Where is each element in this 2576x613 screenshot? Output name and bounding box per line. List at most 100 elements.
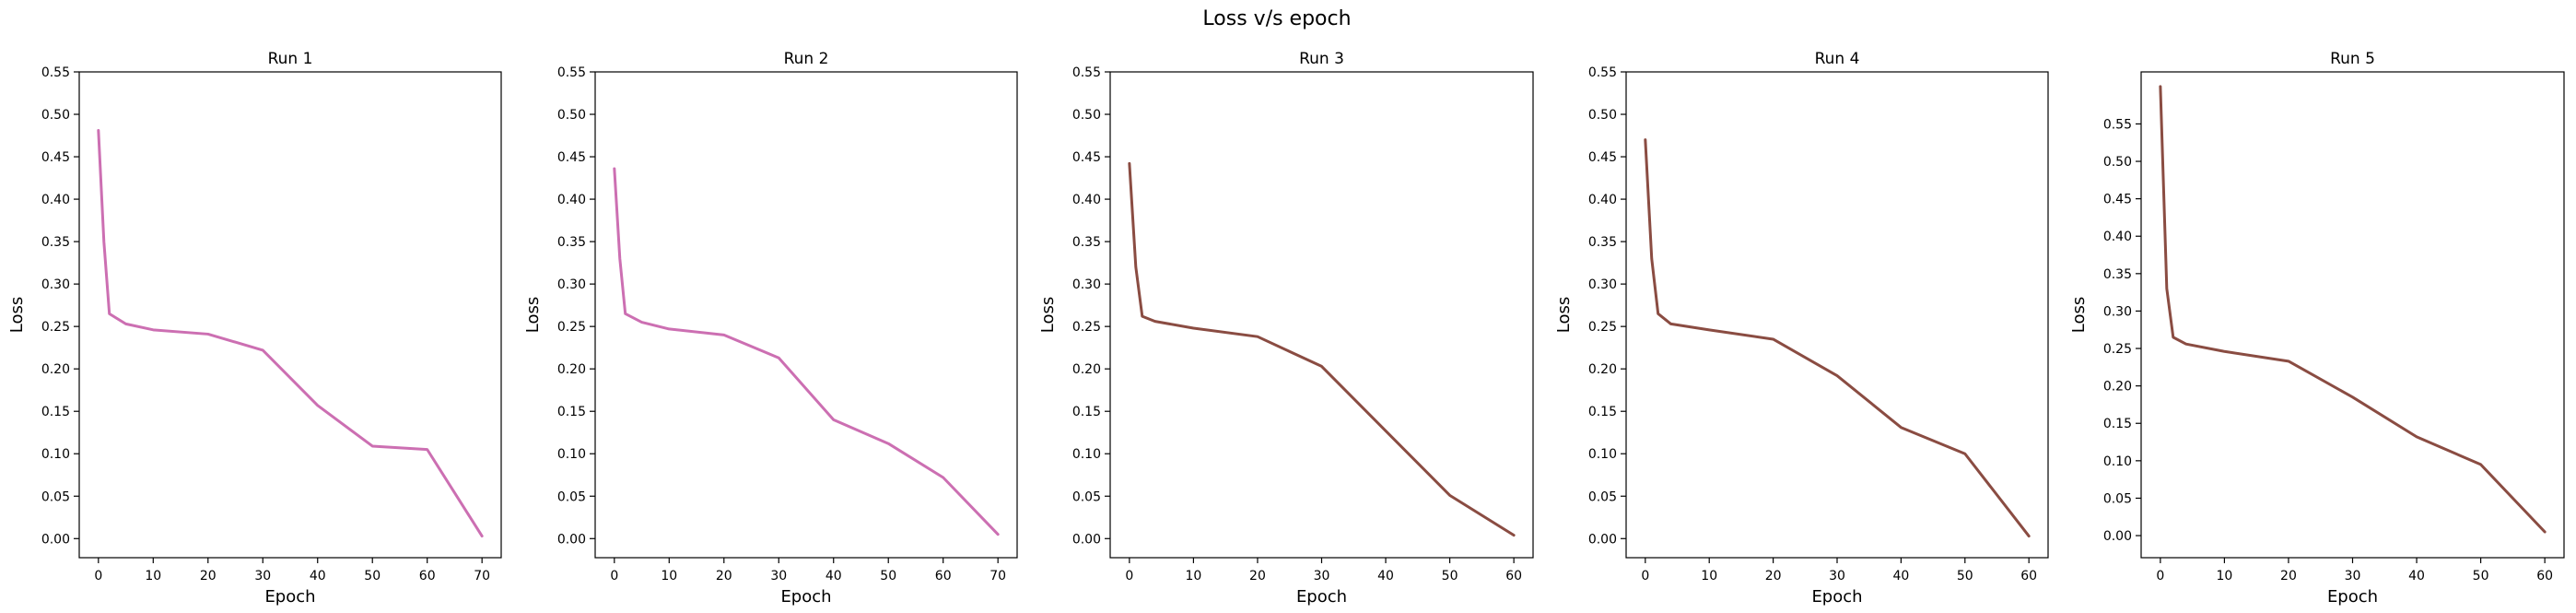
y-tick-label: 0.25: [41, 320, 70, 335]
y-tick-label: 0.20: [41, 362, 70, 377]
loss-series-line: [1128, 161, 1516, 537]
x-tick-label: 10: [661, 569, 677, 584]
x-tick-label: 0: [1125, 569, 1133, 584]
x-tick-label: 20: [716, 569, 732, 584]
x-tick-label: 60: [935, 569, 952, 584]
loss-series-line: [613, 167, 1000, 536]
loss-series-line: [97, 129, 484, 538]
x-tick-label: 30: [2345, 569, 2361, 584]
y-axis-label: Loss: [1554, 297, 1574, 333]
y-tick-label: 0.00: [41, 532, 70, 547]
y-tick-label: 0.25: [1072, 320, 1101, 335]
x-tick-label: 30: [1829, 569, 1845, 584]
panel-title: Run 1: [268, 50, 313, 68]
panels: Run 1 0 10 20 30 40 50 60 70 0.00 0.05 0.10 0.15 0.20…: [7, 50, 2565, 607]
x-tick-label: 60: [2536, 569, 2553, 584]
y-tick-label: 0.20: [1588, 362, 1617, 377]
y-tick-label: 0.55: [1072, 65, 1101, 80]
x-tick-label: 0: [94, 569, 102, 584]
x-axis-label: Epoch: [1296, 587, 1347, 607]
panel-run-1: Run 1 0 10 20 30 40 50 60 70 0.00 0.05 0.10 0.15 0.20…: [7, 50, 502, 607]
x-tick-label: 10: [1185, 569, 1201, 584]
y-axis-label: Loss: [2069, 297, 2089, 333]
y-tick-label: 0.05: [2103, 491, 2132, 506]
x-tick-label: 70: [474, 569, 490, 584]
y-tick-label: 0.30: [1072, 277, 1101, 292]
y-tick-label: 0.20: [1072, 362, 1101, 377]
figure-title: Loss v/s epoch: [1202, 7, 1351, 30]
y-tick-label: 0.15: [557, 405, 586, 419]
y-tick-label: 0.05: [557, 489, 586, 504]
y-tick-label: 0.35: [1588, 235, 1617, 250]
x-tick-label: 0: [1641, 569, 1649, 584]
y-tick-label: 0.10: [2103, 454, 2132, 469]
x-tick-label: 50: [1957, 569, 1973, 584]
y-tick-label: 0.05: [41, 489, 70, 504]
y-tick-label: 0.15: [2103, 417, 2132, 431]
y-tick-label: 0.25: [557, 320, 586, 335]
x-tick-label: 60: [2020, 569, 2037, 584]
x-axis-label: Epoch: [780, 587, 831, 607]
y-tick-label: 0.40: [557, 193, 586, 207]
x-tick-label: 60: [419, 569, 436, 584]
y-tick-label: 0.45: [557, 150, 586, 165]
y-tick-label: 0.15: [41, 405, 70, 419]
y-tick-label: 0.35: [41, 235, 70, 250]
y-tick-label: 0.05: [1072, 489, 1101, 504]
y-tick-label: 0.00: [2103, 529, 2132, 544]
x-tick-label: 20: [2280, 569, 2297, 584]
y-tick-label: 0.10: [557, 447, 586, 462]
y-tick-label: 0.05: [1588, 489, 1617, 504]
panel-run-3: Run 3 0 10 20 30 40 50 60 0.00 0.05 0.10 0.15 0.20 0.…: [1038, 50, 1534, 607]
y-tick-label: 0.55: [41, 65, 70, 80]
y-axis-label: Loss: [7, 297, 27, 333]
x-tick-label: 20: [200, 569, 217, 584]
y-tick-label: 0.55: [2103, 117, 2132, 132]
x-tick-label: 0: [610, 569, 618, 584]
x-tick-label: 30: [254, 569, 271, 584]
x-tick-label: 40: [825, 569, 842, 584]
x-tick-label: 40: [2408, 569, 2425, 584]
panel-title: Run 2: [784, 50, 829, 68]
y-tick-label: 0.45: [2103, 193, 2132, 207]
y-tick-label: 0.55: [1588, 65, 1617, 80]
plot-frame: [594, 71, 1018, 559]
x-tick-label: 50: [880, 569, 896, 584]
x-tick-label: 50: [2473, 569, 2489, 584]
y-tick-label: 0.10: [1588, 447, 1617, 462]
y-tick-label: 0.55: [557, 65, 586, 80]
y-tick-label: 0.25: [1588, 320, 1617, 335]
y-axis-label: Loss: [523, 297, 543, 333]
y-tick-label: 0.35: [2103, 267, 2132, 282]
y-tick-label: 0.00: [1072, 532, 1101, 547]
y-tick-label: 0.10: [1072, 447, 1101, 462]
y-tick-label: 0.15: [1588, 405, 1617, 419]
y-tick-label: 0.50: [1588, 108, 1617, 123]
y-tick-label: 0.10: [41, 447, 70, 462]
x-tick-label: 40: [310, 569, 326, 584]
x-tick-label: 20: [1765, 569, 1782, 584]
y-tick-label: 0.50: [1072, 108, 1101, 123]
y-tick-label: 0.35: [557, 235, 586, 250]
x-tick-label: 40: [1892, 569, 1909, 584]
y-tick-label: 0.20: [2103, 380, 2132, 395]
y-tick-label: 0.40: [1588, 193, 1617, 207]
x-axis-label: Epoch: [2327, 587, 2378, 607]
x-tick-label: 60: [1505, 569, 1522, 584]
plot-frame: [1625, 71, 2049, 559]
y-tick-label: 0.45: [41, 150, 70, 165]
panel-run-5: Run 5 0 10 20 30 40 50 60 0.00 0.05 0.10 0.15 0.20 0.…: [2069, 50, 2565, 607]
x-tick-label: 0: [2156, 569, 2164, 584]
x-tick-label: 50: [364, 569, 381, 584]
x-tick-label: 10: [145, 569, 161, 584]
panel-run-4: Run 4 0 10 20 30 40 50 60 0.00 0.05 0.10 0.15 0.20 0.…: [1554, 50, 2049, 607]
y-tick-label: 0.20: [557, 362, 586, 377]
x-tick-label: 40: [1377, 569, 1394, 584]
loss-series-line: [1644, 138, 2031, 538]
y-tick-label: 0.30: [2103, 304, 2132, 319]
y-tick-label: 0.35: [1072, 235, 1101, 250]
x-tick-label: 10: [2216, 569, 2232, 584]
y-tick-label: 0.50: [41, 108, 70, 123]
x-tick-label: 50: [1442, 569, 1458, 584]
